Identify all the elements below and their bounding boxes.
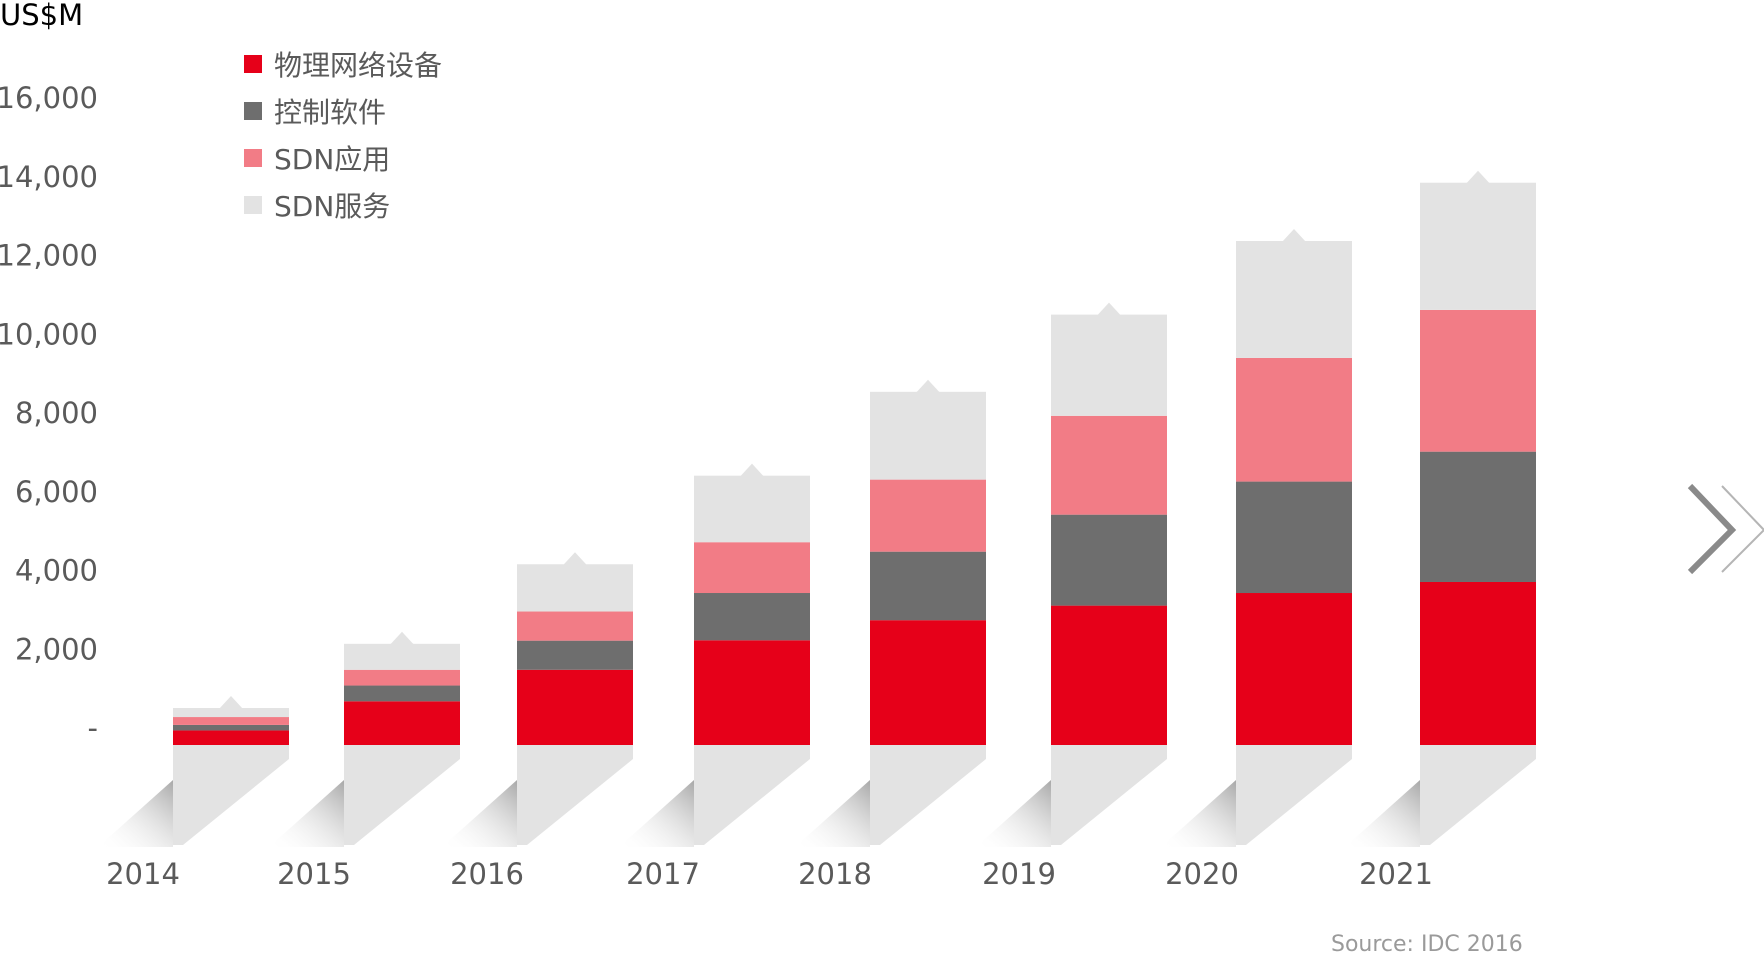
- bar-segment-2014: [173, 717, 289, 725]
- legend-swatch: [244, 195, 262, 214]
- bar-segment-2020: [1236, 357, 1352, 482]
- bar-top-tip: [219, 695, 243, 709]
- bar-group-2015: [269, 631, 460, 847]
- bar-group-2021: [1345, 170, 1536, 847]
- chevron-right-icon[interactable]: [1687, 483, 1764, 575]
- x-tick-label: 2015: [277, 857, 351, 891]
- bar-shadow: [976, 780, 1051, 847]
- bar-segment-2014: [173, 707, 289, 718]
- bar-segment-2020: [1236, 481, 1352, 594]
- bar-segment-2015: [344, 701, 460, 745]
- bar-group-2018: [795, 379, 986, 847]
- legend-label: SDN服务: [274, 189, 391, 223]
- source-note: Source: IDC 2016: [1331, 932, 1523, 957]
- bar-base-ribbon: [517, 745, 633, 845]
- bar-segment-2016: [517, 640, 633, 670]
- bar-top-tip: [390, 631, 414, 645]
- bar-segment-2019: [1051, 605, 1167, 745]
- bar-segment-2015: [344, 669, 460, 686]
- bar-top-tip: [563, 552, 587, 566]
- bar-base-ribbon: [344, 745, 460, 845]
- bar-group-2017: [619, 463, 810, 847]
- x-tick-label: 2018: [798, 857, 872, 891]
- bar-segment-2017: [694, 640, 810, 745]
- legend-swatch: [244, 101, 262, 120]
- bar-segment-2017: [694, 542, 810, 594]
- bar-base-ribbon: [173, 745, 289, 845]
- bar-segment-2019: [1051, 415, 1167, 515]
- legend-swatch: [244, 148, 262, 167]
- bar-shadow: [795, 780, 870, 847]
- x-tick-label: 2017: [626, 857, 700, 891]
- bar-segment-2018: [870, 620, 986, 745]
- bar-segment-2019: [1051, 314, 1167, 416]
- y-tick-label: 10,000: [0, 317, 98, 351]
- y-tick-label: 4,000: [15, 554, 98, 588]
- bar-group-2014: [98, 695, 289, 847]
- bar-top-tip: [1466, 170, 1490, 184]
- bar-segment-2015: [344, 643, 460, 670]
- legend-item-services: SDN服务: [244, 181, 442, 228]
- legend-label: SDN应用: [274, 142, 391, 176]
- x-tick-label: 2014: [106, 857, 180, 891]
- bar-segment-2017: [694, 475, 810, 543]
- bar-segment-2015: [344, 685, 460, 702]
- y-axis-label: US$M: [0, 0, 84, 32]
- legend-item-physical: 物理网络设备: [244, 40, 442, 87]
- bar-group-2020: [1161, 229, 1352, 847]
- bar-segment-2018: [870, 391, 986, 480]
- bar-shadow: [269, 780, 344, 847]
- legend-label: 物理网络设备: [274, 48, 443, 82]
- y-tick-label: 8,000: [15, 396, 98, 430]
- legend-swatch: [244, 54, 262, 73]
- y-tick-label: 12,000: [0, 239, 98, 273]
- bar-group-2019: [976, 302, 1167, 847]
- y-tick-label: 6,000: [15, 475, 98, 509]
- bar-segment-2021: [1420, 309, 1536, 452]
- bar-top-tip: [1282, 229, 1306, 242]
- y-tick-label: -: [88, 711, 98, 745]
- bar-top-tip: [1097, 302, 1121, 316]
- bar-segment-2016: [517, 669, 633, 745]
- bar-base-ribbon: [1236, 745, 1352, 845]
- bar-segment-2020: [1236, 241, 1352, 358]
- x-tick-label: 2016: [450, 857, 524, 891]
- bar-shadow: [442, 780, 517, 847]
- bar-segment-2020: [1236, 593, 1352, 745]
- bar-segment-2019: [1051, 514, 1167, 606]
- legend-item-apps: SDN应用: [244, 134, 442, 181]
- bar-base-ribbon: [694, 745, 810, 845]
- legend: 物理网络设备 控制软件 SDN应用 SDN服务: [244, 40, 442, 228]
- bar-shadow: [1161, 780, 1236, 847]
- bar-segment-2021: [1420, 451, 1536, 582]
- bar-shadow: [1345, 780, 1420, 847]
- bar-segment-2018: [870, 479, 986, 552]
- x-tick-label: 2021: [1359, 857, 1433, 891]
- bar-segment-2021: [1420, 182, 1536, 310]
- bar-top-tip: [740, 463, 764, 477]
- legend-item-control: 控制软件: [244, 87, 442, 134]
- y-tick-label: 2,000: [15, 632, 98, 666]
- bar-segment-2017: [694, 593, 810, 641]
- bar-base-ribbon: [870, 745, 986, 845]
- bar-shadow: [98, 780, 173, 847]
- bar-segment-2016: [517, 611, 633, 641]
- bar-top-tip: [916, 379, 940, 393]
- bar-segment-2014: [173, 724, 289, 731]
- y-tick-label: 16,000: [0, 81, 98, 115]
- bar-segment-2018: [870, 551, 986, 621]
- bar-base-ribbon: [1420, 745, 1536, 845]
- bar-shadow: [619, 780, 694, 847]
- bar-segment-2016: [517, 564, 633, 612]
- x-tick-label: 2019: [982, 857, 1056, 891]
- bar-segment-2014: [173, 730, 289, 745]
- bar-group-2016: [442, 552, 633, 847]
- bar-base-ribbon: [1051, 745, 1167, 845]
- legend-label: 控制软件: [274, 95, 387, 129]
- bar-segment-2021: [1420, 581, 1536, 745]
- x-tick-label: 2020: [1165, 857, 1239, 891]
- y-tick-label: 14,000: [0, 160, 98, 194]
